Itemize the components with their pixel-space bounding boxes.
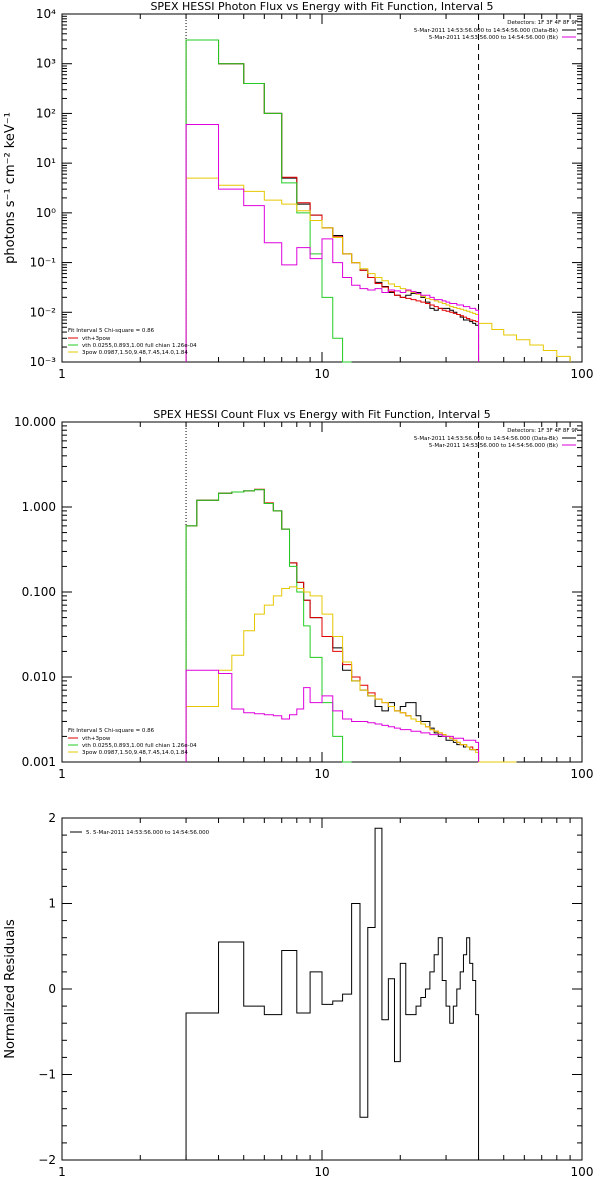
y-tick-label: 0 [48, 982, 56, 996]
y-tick-label: 0.001 [22, 755, 56, 769]
series-3-line [185, 39, 352, 363]
series-2-line [185, 39, 480, 362]
y-tick-label: 10⁻³ [30, 355, 57, 369]
fit-legend-entry: vth 0.0255,0.893,1.00 full chian 1.26e-0… [82, 343, 197, 349]
x-tick-label: 1 [58, 367, 66, 381]
legend-entry: 5-Mar-2011 14:53:56.000 to 14:54:56.000 … [429, 443, 558, 449]
y-tick-label: 10.000 [14, 415, 56, 429]
x-tick-label: 1 [58, 1165, 66, 1179]
fit-legend-entry: 3pow 0.0987,1.50,9.48,7.45,14.0,1.84 [82, 750, 188, 756]
chart-title: SPEX HESSI Count Flux vs Energy with Fit… [153, 408, 490, 421]
plot-frame [61, 421, 583, 763]
y-tick-label: 10² [36, 106, 56, 120]
y-tick-label: −1 [38, 1068, 56, 1082]
y-axis-label: photons s⁻¹ cm⁻² keV⁻¹ [3, 112, 18, 264]
y-tick-label: 2 [48, 811, 56, 825]
x-tick-label: 100 [571, 767, 594, 781]
fit-header: Fit Interval 5 Chi-square = 0.86 [68, 328, 155, 334]
panel-2: SPEX HESSI Count Flux vs Energy with Fit… [14, 408, 593, 781]
panel-3: 1 10 100 −2 −1 0 1 2 Normalized Residuals 5. 5-Ma… [3, 811, 593, 1179]
plot-frame [61, 13, 583, 363]
y-tick-label: −2 [38, 1153, 56, 1167]
legend-entry: 5-Mar-2011 14:53:56.000 to 14:54:56.000 … [414, 28, 558, 34]
x-tick-label: 10 [314, 1165, 329, 1179]
x-tick-label: 100 [571, 1165, 594, 1179]
fit-legend-entry: vth+3pow [82, 736, 111, 742]
y-tick-label: 10⁴ [36, 7, 56, 21]
x-tick-label: 100 [571, 367, 594, 381]
fit-legend-entry: 3pow 0.0987,1.50,9.48,7.45,14.0,1.84 [82, 350, 188, 356]
series-3-line [185, 489, 352, 763]
y-tick-label: 10⁻² [30, 305, 57, 319]
chart-title: SPEX HESSI Photon Flux vs Energy with Fi… [150, 0, 493, 13]
y-tick-label: 10³ [36, 57, 56, 71]
y-tick-label: 10⁰ [36, 206, 56, 220]
series-1-line [185, 827, 480, 1160]
series-4-line [185, 586, 517, 763]
y-axis-label: Normalized Residuals [3, 919, 18, 1059]
fit-legend-entry: vth 0.0255,0.893,1.00 full chian 1.26e-0… [82, 743, 197, 749]
detectors-label: Detectors: 1F 3F 4F 8F 9F [507, 428, 578, 434]
y-tick-label: 1.000 [22, 500, 56, 514]
x-tick-label: 1 [58, 767, 66, 781]
series-5-line [185, 123, 480, 362]
legend-entry: 5-Mar-2011 14:53:56.000 to 14:54:56.000 … [429, 35, 558, 41]
y-tick-label: 0.100 [22, 585, 56, 599]
y-tick-label: 0.010 [22, 670, 56, 684]
y-tick-label: 10⁻¹ [30, 256, 57, 270]
fit-header: Fit Interval 5 Chi-square = 0.86 [68, 728, 155, 734]
series-5-line [185, 669, 480, 762]
legend-entry: 5-Mar-2011 14:53:56.000 to 14:54:56.000 … [414, 436, 558, 442]
detectors-label: Detectors: 1F 3F 4F 8F 9F [507, 20, 578, 26]
x-tick-label: 10 [314, 367, 329, 381]
panel-1: SPEX HESSI Photon Flux vs Energy with Fi… [3, 0, 593, 381]
y-tick-label: 1 [48, 897, 56, 911]
y-tick-label: 10¹ [36, 156, 56, 170]
x-tick-label: 10 [314, 767, 329, 781]
legend-entry: 5. 5-Mar-2011 14:53:56.000 to 14:54:56.0… [86, 830, 210, 836]
fit-legend-entry: vth+3pow [82, 336, 111, 342]
